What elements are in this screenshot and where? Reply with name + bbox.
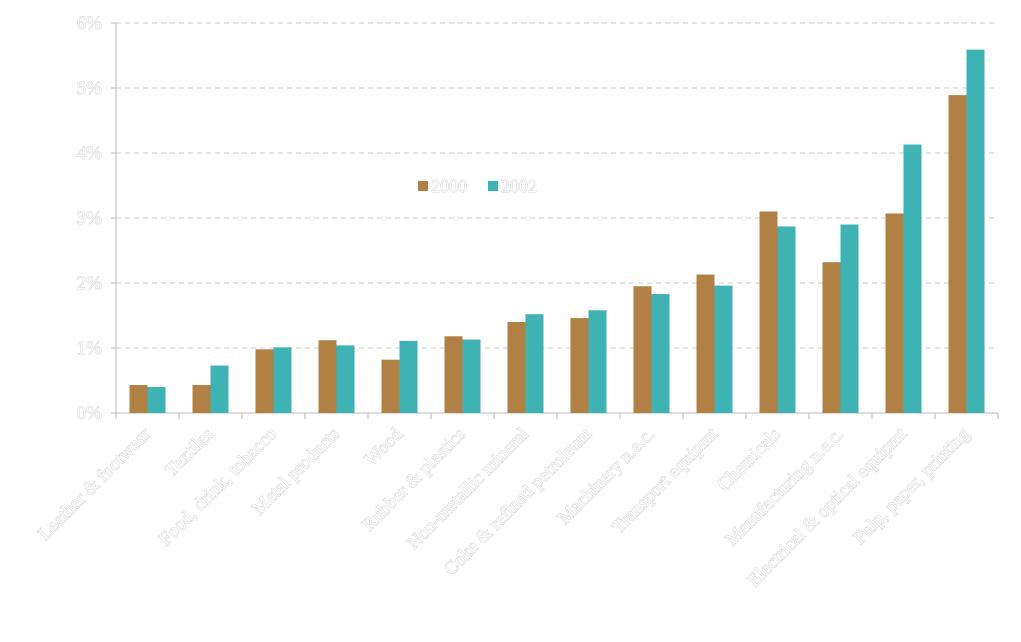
- bar-2000: [885, 213, 904, 413]
- bar-2002: [210, 365, 229, 413]
- bar-2000: [948, 95, 967, 414]
- x-tick-label: Leather & footwear: [34, 423, 155, 544]
- bar-2000: [822, 262, 841, 413]
- x-tick-label: Food, drink, tobacco: [155, 424, 281, 550]
- bar-2002: [840, 224, 859, 413]
- y-tick-label: 2%: [77, 273, 103, 294]
- axes: [111, 22, 999, 419]
- bar-2000: [507, 322, 526, 413]
- y-tick-labels: 0% 1% 2% 3% 4% 5% 6%: [76, 13, 103, 425]
- bar-2002: [966, 49, 985, 414]
- bar-2000: [255, 349, 274, 413]
- x-tick-label: Pulp, paper, printing: [849, 423, 974, 548]
- legend-label-2000: 2000: [431, 176, 467, 196]
- bar-2002: [525, 314, 544, 413]
- y-tick-label: 1%: [77, 338, 103, 359]
- legend-label-2002: 2002: [501, 176, 537, 196]
- bar-2002: [714, 285, 733, 413]
- bar-2002: [777, 226, 796, 413]
- legend: 2000 2002: [418, 176, 537, 196]
- bar-2002: [588, 310, 607, 413]
- y-tick-label: 3%: [77, 208, 103, 229]
- bar-2002: [336, 345, 355, 413]
- y-tick-label: 6%: [77, 13, 103, 34]
- bar-2002: [399, 340, 418, 413]
- bar-2000: [381, 359, 400, 413]
- bar-2000: [318, 340, 337, 413]
- y-tick-label: 0%: [77, 403, 103, 424]
- bars: [129, 49, 985, 414]
- legend-swatch-2000: [418, 181, 428, 191]
- x-tick-label: Wood: [360, 423, 407, 470]
- x-tick-label: Textiles: [161, 424, 218, 481]
- bar-2000: [759, 211, 778, 413]
- bar-2002: [462, 339, 481, 413]
- x-tick-label: Non-metallic mineral: [403, 424, 533, 554]
- bar-2000: [192, 385, 211, 413]
- bar-2000: [633, 286, 652, 413]
- bar-2002: [147, 387, 166, 413]
- bar-2002: [651, 294, 670, 413]
- bar-2002: [273, 347, 292, 413]
- x-tick-label: Transport equipmt: [608, 423, 723, 538]
- bar-2000: [570, 318, 589, 413]
- gridlines: [116, 22, 998, 349]
- y-tick-label: 4%: [77, 143, 103, 164]
- bar-2000: [444, 336, 463, 413]
- bar-2000: [696, 274, 715, 413]
- y-tick-label: 5%: [77, 78, 103, 99]
- bar-2000: [129, 385, 148, 413]
- x-tick-label: Manufacturing n.e.c.: [721, 424, 848, 551]
- bar-2002: [903, 144, 922, 414]
- legend-swatch-2002: [488, 181, 498, 191]
